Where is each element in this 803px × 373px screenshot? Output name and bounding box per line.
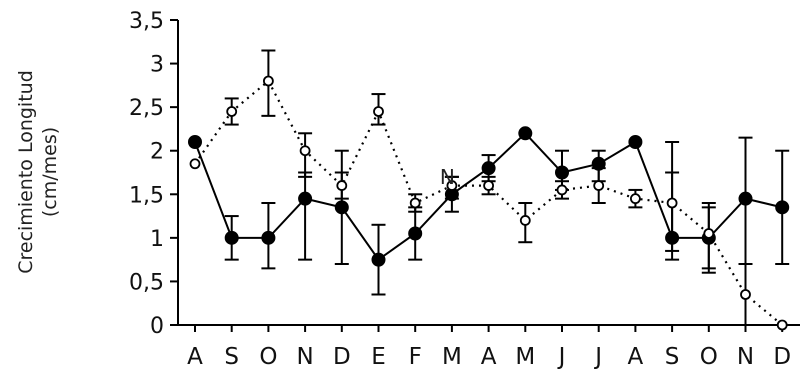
filled-point <box>224 230 239 245</box>
x-tick-label: O <box>700 344 718 370</box>
filled-point <box>775 200 790 215</box>
open-point <box>666 197 678 209</box>
x-tick-label: S <box>665 344 680 370</box>
open-point <box>446 180 458 191</box>
filled-point <box>481 161 496 176</box>
x-tick-label: A <box>187 344 203 370</box>
data-markers <box>188 75 790 331</box>
open-point <box>703 228 715 239</box>
open-point <box>483 180 495 191</box>
x-tick-label: N <box>737 344 754 370</box>
tick-labels: 00,511,522,533,5A S O N D E F M A M J J A S O N DN <box>129 9 791 370</box>
annotation-n: N <box>440 165 455 189</box>
y-tick-label: 3 <box>150 53 164 78</box>
axes <box>170 19 800 332</box>
x-tick-label: N <box>296 344 313 370</box>
x-tick-label: J <box>557 344 566 370</box>
y-tick-label: 2 <box>150 140 164 165</box>
filled-point <box>188 135 202 149</box>
x-tick-label: M <box>515 344 535 370</box>
x-tick-label: F <box>409 344 422 370</box>
open-point <box>336 180 348 191</box>
filled-point <box>408 226 423 241</box>
filled-point <box>334 200 349 215</box>
open-point <box>740 289 751 300</box>
filled-point <box>555 165 569 180</box>
y-tick-label: 2,5 <box>129 96 164 121</box>
x-tick-label: S <box>224 344 239 370</box>
filled-point <box>591 156 606 171</box>
x-tick-label: J <box>593 344 602 370</box>
series-1-line <box>194 131 783 261</box>
x-tick-label: O <box>259 344 277 370</box>
open-point <box>189 158 201 170</box>
y-tick-label: 1,5 <box>129 183 164 208</box>
open-point <box>630 193 641 205</box>
series-2-line <box>194 79 783 326</box>
filled-point <box>371 252 386 267</box>
open-point <box>409 197 421 209</box>
open-point <box>226 106 238 117</box>
open-point <box>373 106 384 117</box>
x-tick-label: A <box>481 344 497 370</box>
series-lines <box>194 79 783 326</box>
filled-point <box>665 230 680 245</box>
filled-point <box>261 230 276 245</box>
y-tick-label: 0 <box>150 314 164 339</box>
filled-point <box>738 191 753 206</box>
open-point <box>519 215 531 226</box>
error-bars <box>224 49 790 326</box>
open-point <box>776 319 788 331</box>
open-point <box>556 184 568 196</box>
filled-point <box>628 135 643 149</box>
open-point <box>299 145 311 157</box>
x-tick-label: D <box>333 344 351 370</box>
open-point <box>262 75 274 87</box>
y-tick-label: 3,5 <box>129 9 164 34</box>
x-tick-label: E <box>371 344 386 370</box>
y-tick-label: 0,5 <box>129 270 164 295</box>
filled-point <box>518 126 533 141</box>
filled-point <box>298 191 313 206</box>
x-tick-label: A <box>628 344 644 370</box>
open-point <box>593 180 605 191</box>
x-tick-label: M <box>442 344 462 370</box>
x-tick-label: D <box>773 344 791 370</box>
y-tick-label: 1 <box>150 227 164 252</box>
